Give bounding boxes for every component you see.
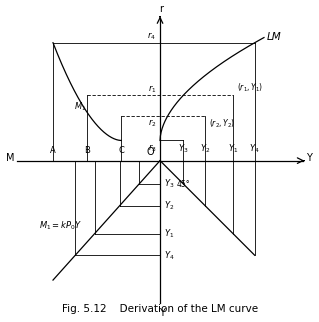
Text: $Y_1$: $Y_1$ xyxy=(228,143,238,155)
Text: $Y_4$: $Y_4$ xyxy=(249,143,260,155)
Text: $r_2$: $r_2$ xyxy=(148,117,156,129)
Text: O: O xyxy=(147,147,154,157)
Text: 45°: 45° xyxy=(177,180,191,189)
Text: LM: LM xyxy=(267,32,282,42)
Text: $M_1$: $M_1$ xyxy=(74,101,86,113)
Text: C: C xyxy=(118,146,124,155)
Text: r: r xyxy=(160,4,164,14)
Text: Fig. 5.12    Derivation of the LM curve: Fig. 5.12 Derivation of the LM curve xyxy=(62,304,258,314)
Text: A: A xyxy=(50,146,56,155)
Text: $(r_2, Y_2)$: $(r_2, Y_2)$ xyxy=(209,117,235,130)
Text: $M_1 = kP_0Y$: $M_1 = kP_0Y$ xyxy=(39,220,82,232)
Text: $Y_2$: $Y_2$ xyxy=(164,199,174,212)
Text: $Y_4$: $Y_4$ xyxy=(164,249,174,261)
Text: Y: Y xyxy=(306,153,312,163)
Text: $r_4$: $r_4$ xyxy=(147,31,156,42)
Text: $(r_1, Y_1)$: $(r_1, Y_1)$ xyxy=(237,81,263,94)
Text: $Y_3$: $Y_3$ xyxy=(164,178,174,190)
Text: $r_1$: $r_1$ xyxy=(148,83,156,95)
Text: Y: Y xyxy=(159,308,165,318)
Text: $Y_2$: $Y_2$ xyxy=(200,143,210,155)
Text: $Y_1$: $Y_1$ xyxy=(164,227,174,240)
Text: B: B xyxy=(84,146,90,155)
Text: $Y_3$: $Y_3$ xyxy=(178,143,189,155)
Text: M: M xyxy=(6,153,14,163)
Text: $r_3$: $r_3$ xyxy=(148,142,156,154)
